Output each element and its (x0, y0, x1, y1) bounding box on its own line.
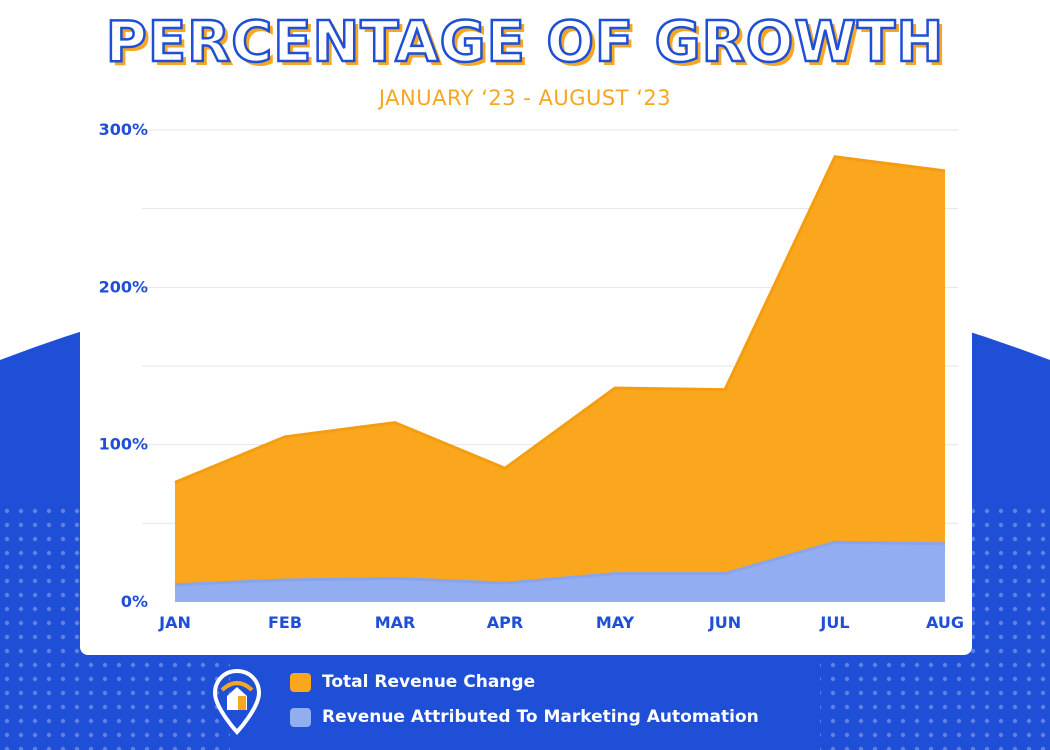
chart-card: 0% 100% 200% 300% JAN FEB MAR APR MAY JUN JUL AUG (80, 112, 972, 655)
legend-item-total-revenue: Total Revenue Change (290, 672, 535, 692)
x-tick-label: MAY (596, 613, 635, 632)
y-tick-label: 300% (99, 120, 148, 139)
y-tick-label: 100% (99, 435, 148, 454)
x-tick-label: APR (487, 613, 523, 632)
y-tick-label: 0% (121, 592, 148, 611)
x-tick-label: JAN (158, 613, 191, 632)
page-subtitle: JANUARY ‘23 - AUGUST ‘23 (378, 86, 672, 110)
legend: Total Revenue Change Revenue Attributed … (212, 668, 812, 738)
legend-swatch-marketing (290, 707, 311, 727)
legend-swatch-total (290, 672, 311, 692)
x-tick-label: JUL (819, 613, 849, 632)
y-tick-label: 200% (99, 277, 148, 296)
series-area-total-revenue (175, 156, 945, 602)
x-tick-label: MAR (375, 613, 416, 632)
x-tick-label: JUN (708, 613, 741, 632)
legend-label-total: Total Revenue Change (322, 672, 536, 692)
series-area-marketing-automation (175, 542, 945, 602)
legend-label-marketing: Revenue Attributed To Marketing Automati… (322, 707, 759, 727)
area-chart: 0% 100% 200% 300% JAN FEB MAR APR MAY JUN JUL AUG (99, 120, 964, 632)
map-pin-house-icon (212, 668, 262, 735)
series-line-total-revenue (174, 155, 946, 484)
x-tick-label: FEB (268, 613, 302, 632)
page-title: PERCENTAGE OF GROWTH (105, 9, 945, 77)
x-tick-label: AUG (926, 613, 964, 632)
series-line-marketing-automation (174, 540, 946, 587)
legend-item-marketing-automation: Revenue Attributed To Marketing Automati… (290, 707, 759, 727)
